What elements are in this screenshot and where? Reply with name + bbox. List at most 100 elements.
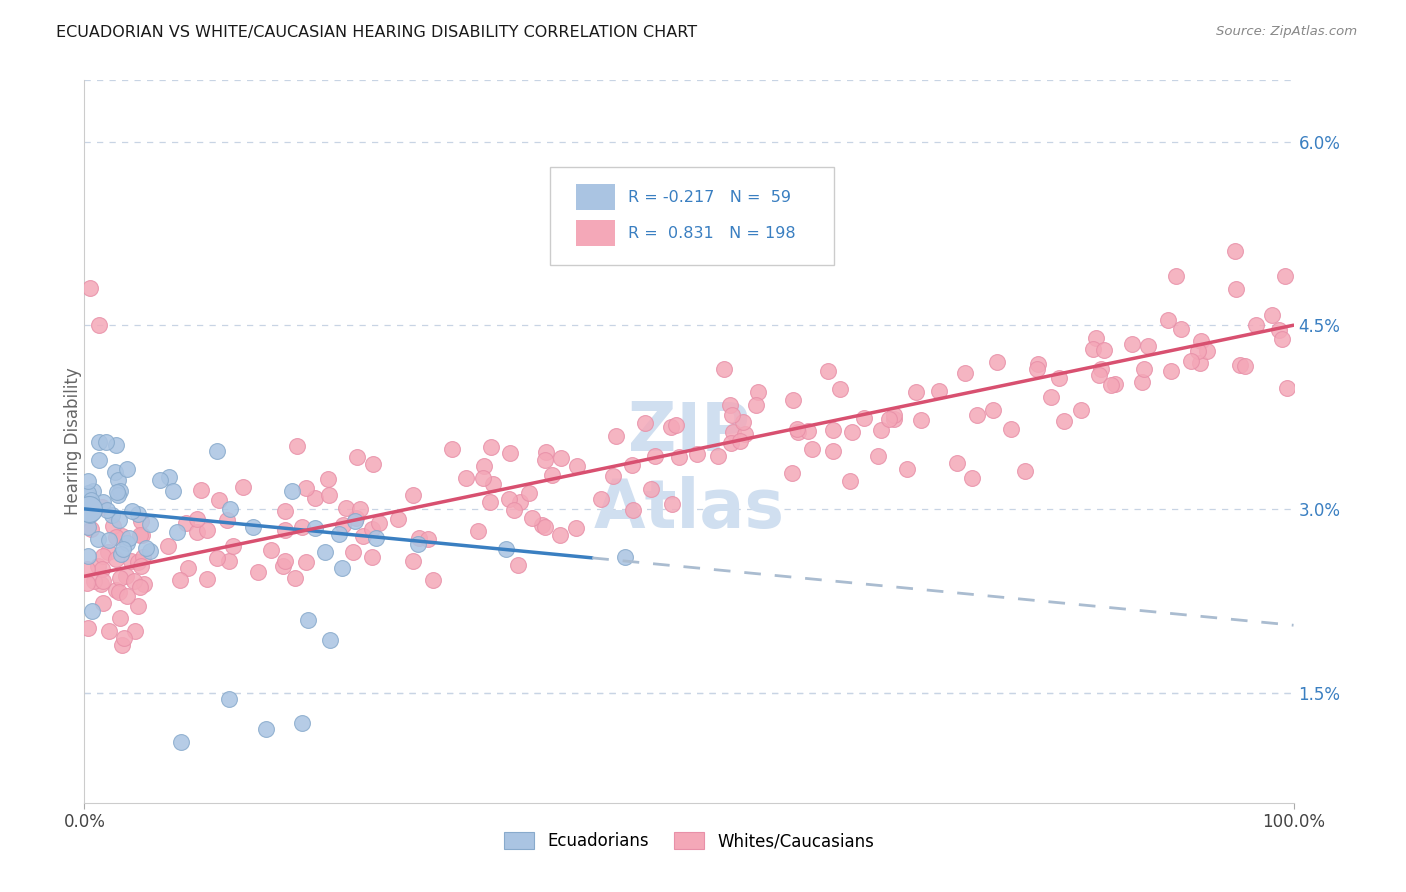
Point [139,544,162,558]
Point [330,561,353,575]
Point [1130,375,1153,389]
Point [869,423,891,437]
Point [328,527,350,541]
Point [127,599,149,614]
Point [112,631,135,645]
Point [186,524,208,539]
Point [550,451,572,466]
Point [91,494,114,508]
Point [77,549,100,564]
Point [169,574,191,588]
Point [800,442,823,456]
Point [1188,356,1211,370]
Point [274,503,297,517]
Point [107,488,129,502]
Point [304,491,326,505]
Point [868,449,890,463]
Point [316,472,339,486]
Point [387,512,409,526]
Point [472,459,495,474]
Point [731,415,754,429]
Point [782,466,804,480]
Point [91,549,114,564]
Point [108,610,131,624]
Point [734,427,756,442]
Point [1271,332,1294,346]
Point [541,467,564,482]
Point [402,554,425,568]
Point [89,435,111,450]
Point [129,559,152,574]
Point [101,508,124,522]
Point [817,364,839,378]
Point [830,382,852,396]
Point [107,473,129,487]
Point [1229,358,1251,372]
FancyBboxPatch shape [576,185,616,211]
Point [368,516,391,530]
Point [721,408,744,422]
Point [1277,381,1299,395]
Point [105,484,128,499]
Point [602,469,624,483]
Point [1261,309,1284,323]
Point [883,409,905,423]
Point [346,450,368,465]
Point [129,528,152,542]
Point [668,450,690,465]
Point [117,536,139,550]
Legend: Ecuadorians, Whites/Caucasians: Ecuadorians, Whites/Caucasians [498,825,880,857]
Point [1014,464,1036,478]
Point [782,392,804,407]
Point [591,491,613,506]
Point [103,519,125,533]
Y-axis label: Hearing Disability: Hearing Disability [65,368,82,516]
Point [1087,368,1109,383]
Point [87,453,110,467]
FancyBboxPatch shape [576,220,616,246]
Text: ECUADORIAN VS WHITE/CAUCASIAN HEARING DISABILITY CORRELATION CHART: ECUADORIAN VS WHITE/CAUCASIAN HEARING DI… [56,25,697,40]
Point [215,513,238,527]
Point [77,502,100,516]
Point [877,412,900,426]
Point [821,423,844,437]
Point [121,504,143,518]
Point [1104,376,1126,391]
Point [110,547,132,561]
Point [170,734,193,748]
Text: ZIP
Atlas: ZIP Atlas [593,400,785,541]
Point [131,514,153,528]
Point [1000,422,1022,436]
Point [132,576,155,591]
Point [79,508,101,522]
Point [495,541,517,556]
Point [77,519,100,533]
Point [745,399,768,413]
Point [205,550,228,565]
Point [157,539,180,553]
Point [91,562,114,576]
Point [107,585,129,599]
Point [104,582,127,597]
Point [1084,331,1107,345]
Point [176,516,198,531]
Point [222,539,245,553]
Point [87,559,110,574]
Point [1069,402,1091,417]
Point [77,486,100,500]
Point [291,716,314,731]
Point [564,521,586,535]
Point [713,362,735,376]
Point [945,456,967,470]
Point [83,574,105,589]
Point [1170,322,1192,336]
Point [117,589,139,603]
Point [482,476,505,491]
Point [98,624,121,638]
Point [122,574,145,589]
Point [896,461,918,475]
Point [1053,414,1076,428]
Point [408,532,430,546]
Point [364,531,387,545]
Point [841,425,863,439]
